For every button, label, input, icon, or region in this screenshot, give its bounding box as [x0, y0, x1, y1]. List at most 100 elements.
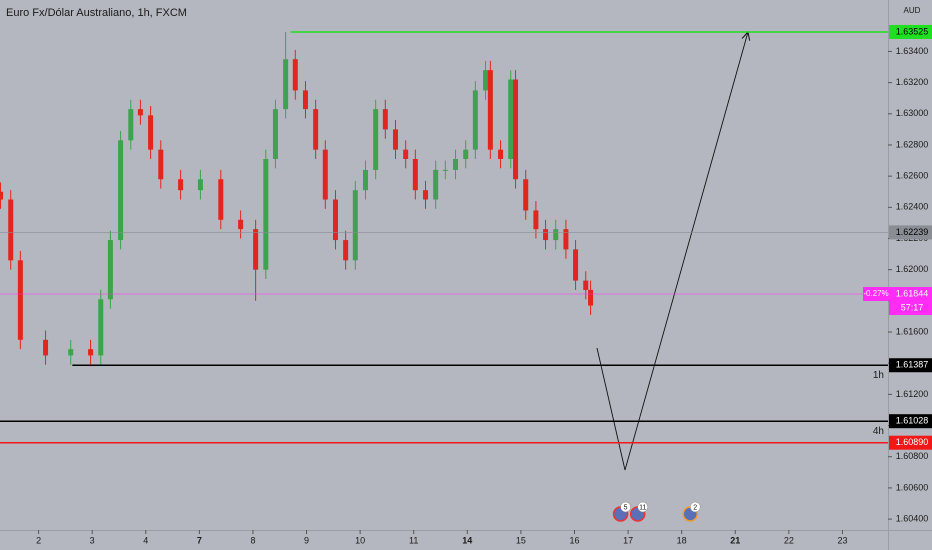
price-badge-label: 1.63525 [896, 26, 929, 36]
x-tick-label: 4 [143, 535, 148, 545]
candle-body [343, 240, 349, 261]
candle-body [513, 79, 519, 180]
candle-body [508, 79, 514, 159]
candle-body [472, 90, 478, 150]
candle-body [588, 289, 594, 306]
candle-body [43, 339, 49, 356]
x-tick-label: 14 [462, 535, 472, 545]
candle-body [423, 190, 429, 200]
x-tick-label: 16 [569, 535, 579, 545]
candle-body [583, 280, 589, 290]
candle-body [382, 109, 388, 130]
candle-body [178, 179, 184, 191]
price-badge [889, 414, 932, 429]
candle-body [332, 199, 338, 241]
candle-body [0, 191, 4, 200]
candle-body [403, 149, 409, 159]
candle-body [498, 149, 504, 159]
candle-body [118, 140, 124, 241]
y-tick-label: 1.61200 [896, 389, 929, 399]
candle-body [483, 70, 489, 91]
candle-body [283, 59, 289, 110]
candle-body [302, 90, 308, 110]
y-tick-label: 1.60600 [896, 482, 929, 492]
event-count: 5 [624, 504, 628, 511]
price-badge-label: 1.61387 [896, 360, 929, 370]
candle-body [563, 229, 569, 250]
candle-body [148, 115, 154, 150]
candle-body [373, 109, 379, 170]
candle-body [292, 59, 298, 91]
event-count-bg [620, 501, 631, 513]
y-tick-label: 1.63200 [896, 77, 929, 87]
countdown-badge [889, 300, 932, 315]
x-tick-label: 9 [304, 535, 309, 545]
x-tick-label: 10 [355, 535, 365, 545]
timeframe-tag: 1h [873, 370, 884, 381]
candle-body [98, 299, 104, 356]
candle-body [263, 159, 269, 270]
candle-body [463, 149, 469, 159]
price-badge [889, 286, 932, 301]
candle-body [453, 159, 459, 170]
y-tick-label: 1.62000 [896, 264, 929, 274]
y-tick-label: 1.60800 [896, 451, 929, 461]
candle-body [68, 349, 74, 356]
x-tick-label: 11 [409, 535, 418, 545]
y-tick-label: 1.60400 [896, 513, 929, 523]
projection-arrow [596, 32, 748, 471]
price-badge-label: 1.61028 [896, 416, 929, 426]
y-tick-label: 1.62600 [896, 171, 929, 181]
price-badge [889, 358, 932, 373]
candle-body [218, 179, 224, 220]
event-count-bg [689, 501, 701, 513]
currency-label: AUD [904, 6, 921, 15]
x-tick-label: 2 [36, 535, 41, 545]
x-tick-label: 8 [250, 535, 255, 545]
candle-body [253, 229, 259, 270]
candle-body [412, 159, 418, 191]
candle-body [17, 260, 23, 340]
event-count: 11 [639, 504, 646, 511]
x-tick-label: 18 [677, 535, 687, 545]
x-tick-label: 15 [516, 535, 526, 545]
candle-body [272, 109, 278, 159]
candle-body [352, 190, 358, 261]
candle-body [137, 109, 143, 116]
candle-body [313, 109, 319, 150]
x-tick-label: 21 [730, 535, 740, 545]
candle-body [322, 149, 328, 200]
x-tick-label: 3 [90, 535, 95, 545]
y-tick-label: 1.62800 [896, 139, 929, 149]
price-badge [889, 225, 932, 240]
x-tick-label: 17 [623, 535, 633, 545]
price-badge [889, 435, 932, 450]
candle-body [433, 169, 439, 200]
candle-body [543, 229, 549, 241]
event-count-bg [637, 501, 648, 513]
candle-body [573, 249, 579, 281]
x-tick-label: 7 [197, 535, 202, 545]
price-badge-label: 1.61844 [896, 288, 929, 298]
change-badge [863, 286, 889, 301]
y-tick-label: 1.63400 [896, 46, 929, 56]
y-tick-label: 1.61600 [896, 326, 929, 336]
candle-body [238, 219, 244, 230]
y-tick-label: 1.63000 [896, 108, 929, 118]
candle-body [442, 169, 448, 171]
candle-body [362, 169, 368, 191]
candle-body [107, 240, 113, 300]
candle-body [533, 210, 539, 230]
candle-body [158, 149, 164, 180]
price-badge-label: 1.62239 [896, 227, 929, 237]
candle-body [553, 229, 559, 241]
candle-body [487, 70, 493, 150]
price-badge [889, 24, 932, 39]
x-tick-label: 23 [837, 535, 847, 545]
price-badge-label: 1.60890 [896, 437, 929, 447]
candle-body [128, 109, 134, 141]
chart-title: Euro Fx/Dólar Australiano, 1h, FXCM [6, 7, 187, 19]
timeframe-tag: 4h [873, 426, 884, 437]
